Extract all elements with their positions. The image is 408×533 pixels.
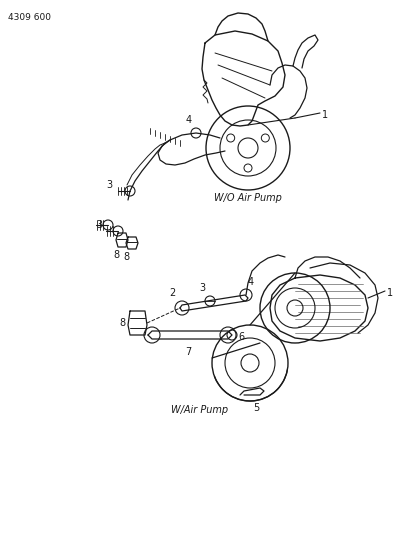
Text: 6: 6 xyxy=(238,332,244,342)
Text: 7: 7 xyxy=(185,347,191,357)
Text: 4309 600: 4309 600 xyxy=(8,13,51,22)
Text: 3: 3 xyxy=(199,283,205,293)
Text: 3: 3 xyxy=(96,220,102,230)
Text: 8: 8 xyxy=(113,250,119,260)
Text: 5: 5 xyxy=(253,403,259,413)
Text: 8: 8 xyxy=(120,318,126,328)
Text: 1: 1 xyxy=(322,110,328,120)
Text: 1: 1 xyxy=(387,288,393,298)
Text: 4: 4 xyxy=(186,115,192,125)
Text: W/Air Pump: W/Air Pump xyxy=(171,405,228,415)
Text: 3: 3 xyxy=(106,180,112,190)
Text: W/O Air Pump: W/O Air Pump xyxy=(214,193,282,203)
Text: 8: 8 xyxy=(123,252,129,262)
Text: 2: 2 xyxy=(169,288,175,298)
Text: 4: 4 xyxy=(248,277,254,287)
